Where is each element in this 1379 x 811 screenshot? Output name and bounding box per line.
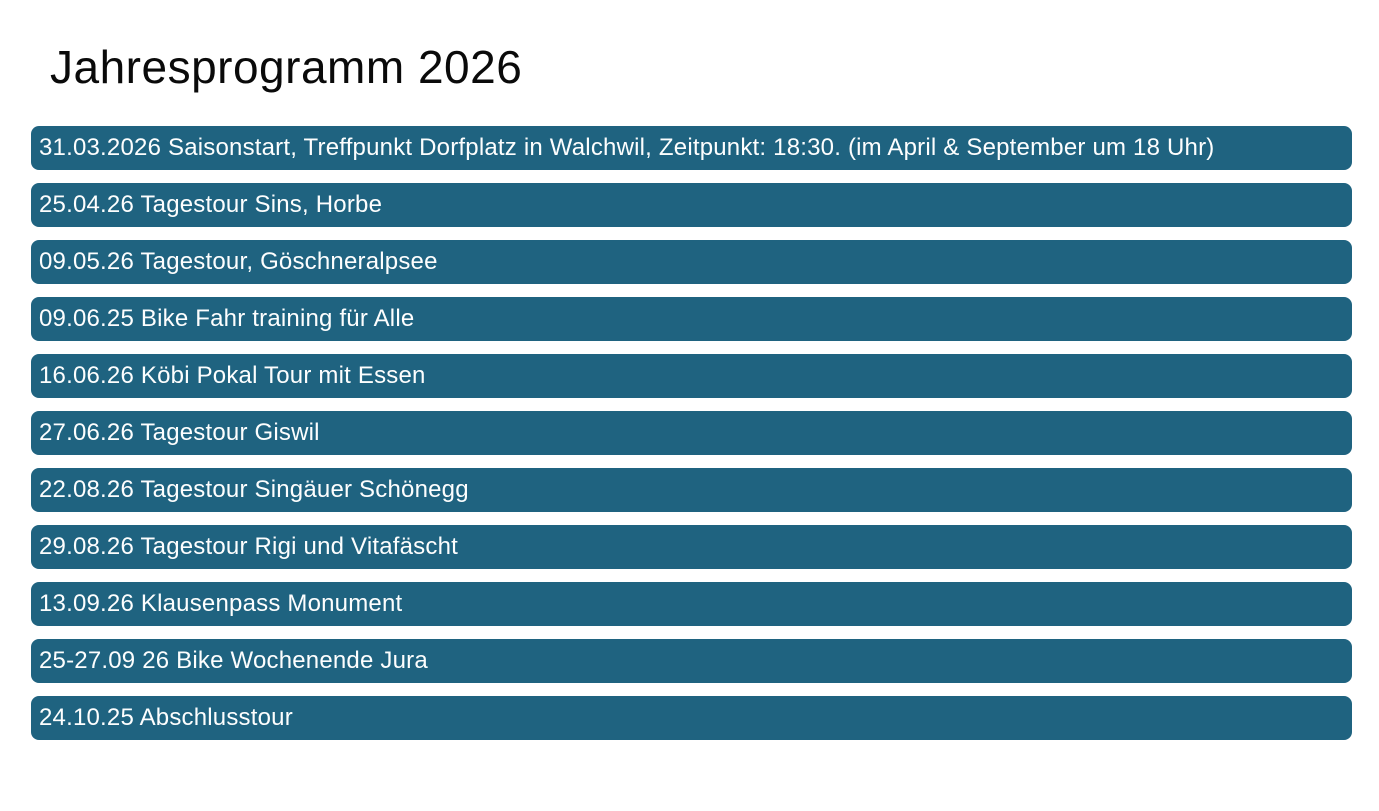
schedule-item: 29.08.26 Tagestour Rigi und Vitafäscht (31, 525, 1352, 569)
schedule-item-text: 29.08.26 Tagestour Rigi und Vitafäscht (39, 533, 458, 560)
schedule-item-text: 09.06.25 Bike Fahr training für Alle (39, 305, 415, 332)
schedule-item: 22.08.26 Tagestour Singäuer Schönegg (31, 468, 1352, 512)
schedule-item: 16.06.26 Köbi Pokal Tour mit Essen (31, 354, 1352, 398)
schedule-item: 25-27.09 26 Bike Wochenende Jura (31, 639, 1352, 683)
schedule-item: 13.09.26 Klausenpass Monument (31, 582, 1352, 626)
schedule-item-text: 16.06.26 Köbi Pokal Tour mit Essen (39, 362, 426, 389)
schedule-item: 31.03.2026 Saisonstart, Treffpunkt Dorfp… (31, 126, 1352, 170)
schedule-item: 27.06.26 Tagestour Giswil (31, 411, 1352, 455)
schedule-item: 09.06.25 Bike Fahr training für Alle (31, 297, 1352, 341)
schedule-item: 25.04.26 Tagestour Sins, Horbe (31, 183, 1352, 227)
schedule-list: 31.03.2026 Saisonstart, Treffpunkt Dorfp… (31, 126, 1352, 753)
schedule-item-text: 31.03.2026 Saisonstart, Treffpunkt Dorfp… (39, 134, 1215, 161)
schedule-item: 24.10.25 Abschlusstour (31, 696, 1352, 740)
schedule-item-text: 09.05.26 Tagestour, Göschneralpsee (39, 248, 438, 275)
schedule-item: 09.05.26 Tagestour, Göschneralpsee (31, 240, 1352, 284)
schedule-item-text: 27.06.26 Tagestour Giswil (39, 419, 320, 446)
schedule-item-text: 25-27.09 26 Bike Wochenende Jura (39, 647, 428, 674)
schedule-item-text: 24.10.25 Abschlusstour (39, 704, 293, 731)
schedule-item-text: 25.04.26 Tagestour Sins, Horbe (39, 191, 383, 218)
page-title: Jahresprogramm 2026 (50, 41, 523, 93)
schedule-item-text: 22.08.26 Tagestour Singäuer Schönegg (39, 476, 469, 503)
schedule-item-text: 13.09.26 Klausenpass Monument (39, 590, 403, 617)
